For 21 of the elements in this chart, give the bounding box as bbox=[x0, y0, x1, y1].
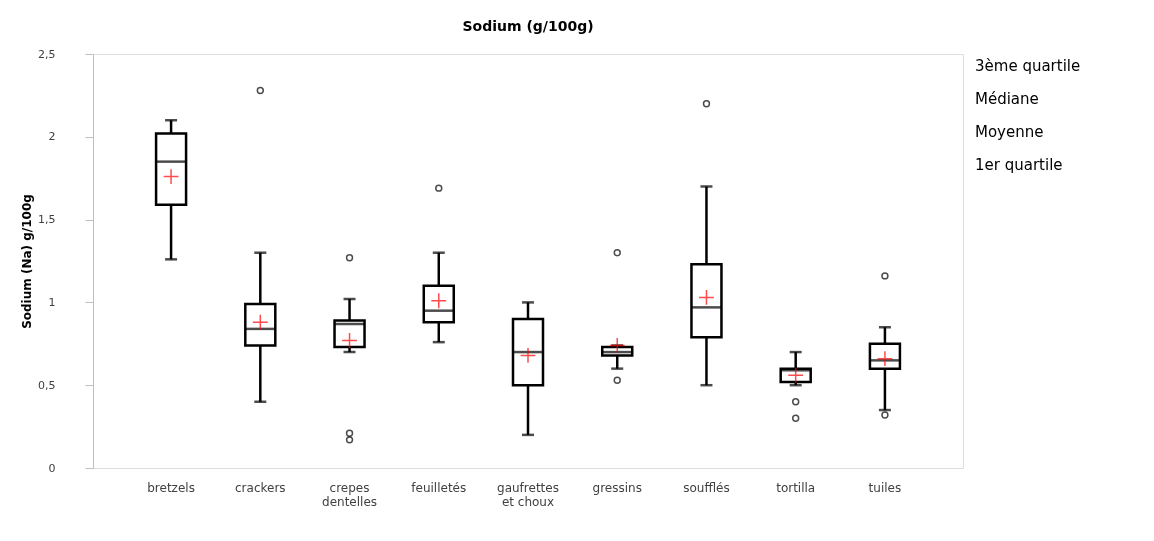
y-tick-label: 0 bbox=[48, 461, 56, 475]
text: Moyenne bbox=[975, 123, 1044, 141]
x-tick-label: gressins bbox=[592, 480, 642, 495]
x-tick-label: tuiles bbox=[868, 480, 902, 495]
x-tick-label: bretzels bbox=[147, 480, 195, 495]
y-tick-label: 0,5 bbox=[38, 378, 56, 392]
text: 1er quartile bbox=[975, 156, 1063, 174]
x-tick-label: tortilla bbox=[776, 480, 816, 495]
x-tick-label: crepes dentelles bbox=[322, 480, 378, 509]
y-tick-label: 1 bbox=[48, 295, 56, 309]
x-tick-label: soufflés bbox=[683, 480, 730, 495]
y-axis-title: Sodium (Na) g/100g bbox=[20, 194, 35, 329]
y-tick-label: 2 bbox=[48, 130, 56, 144]
x-tick-label: crackers bbox=[235, 480, 286, 495]
x-tick-label: feuilletés bbox=[411, 480, 467, 495]
chart-title: Sodium (g/100g) bbox=[462, 18, 594, 34]
text: Médiane bbox=[975, 90, 1039, 108]
text: 3ème quartile bbox=[975, 57, 1081, 75]
y-tick-label: 1,5 bbox=[38, 213, 56, 227]
x-tick-label: gaufrettes et choux bbox=[497, 480, 559, 509]
y-tick-label: 2,5 bbox=[38, 47, 56, 61]
